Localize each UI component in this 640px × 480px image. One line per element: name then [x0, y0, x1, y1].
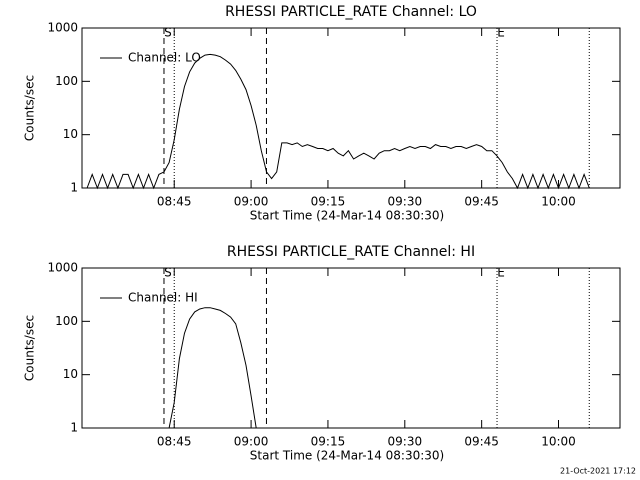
x-tick-label: 10:00	[541, 195, 576, 209]
y-tick-label: 1000	[47, 261, 78, 275]
x-tick-label: 09:15	[311, 435, 346, 449]
x-tick-label: 09:45	[464, 195, 499, 209]
legend-label: Channel: HI	[128, 291, 198, 305]
x-axis-title: Start Time (24-Mar-14 08:30:30)	[250, 449, 444, 463]
y-tick-label: 1	[70, 421, 78, 435]
plot-frame	[81, 267, 621, 429]
x-tick-label: 08:45	[157, 435, 192, 449]
x-tick-label: 08:45	[157, 195, 192, 209]
plot-frame	[81, 27, 621, 189]
marker-label: E	[497, 26, 505, 40]
x-tick-label: 10:00	[541, 435, 576, 449]
marker-label: S	[164, 266, 172, 280]
y-tick-label: 100	[55, 74, 78, 88]
x-tick-label: 09:45	[464, 435, 499, 449]
chart-title: RHESSI PARTICLE_RATE Channel: LO	[225, 4, 477, 20]
y-axis-title: Counts/sec	[23, 75, 37, 141]
x-tick-label: 09:30	[388, 435, 423, 449]
x-tick-label: 09:15	[311, 195, 346, 209]
y-tick-label: 1	[70, 181, 78, 195]
marker-label: E	[497, 266, 505, 280]
x-tick-label: 09:00	[234, 195, 269, 209]
data-line	[86, 53, 590, 190]
chart-title: RHESSI PARTICLE_RATE Channel: HI	[227, 244, 475, 260]
data-line	[168, 307, 257, 429]
y-tick-label: 10	[63, 367, 78, 381]
footer: 21-Oct-2021 17:12	[560, 467, 636, 476]
x-tick-label: 09:30	[388, 195, 423, 209]
y-axis-title: Counts/sec	[23, 315, 37, 381]
x-tick-label: 09:00	[234, 435, 269, 449]
legend-label: Channel: LO	[128, 51, 201, 65]
x-axis-title: Start Time (24-Mar-14 08:30:30)	[250, 209, 444, 223]
y-tick-label: 1000	[47, 21, 78, 35]
y-tick-label: 10	[63, 127, 78, 141]
marker-label: S	[164, 26, 172, 40]
y-tick-label: 100	[55, 314, 78, 328]
